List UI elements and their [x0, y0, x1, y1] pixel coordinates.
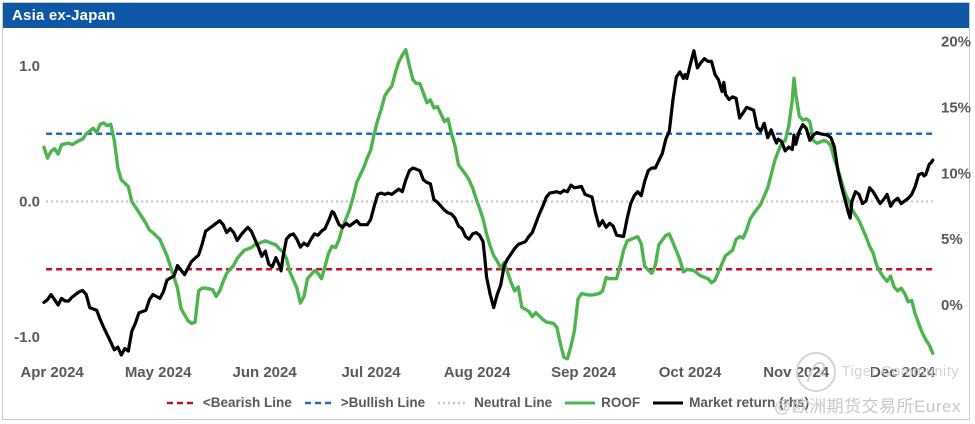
panel-card: Asia ex-Japan [2, 2, 970, 420]
panel-title: Asia ex-Japan [3, 3, 969, 28]
